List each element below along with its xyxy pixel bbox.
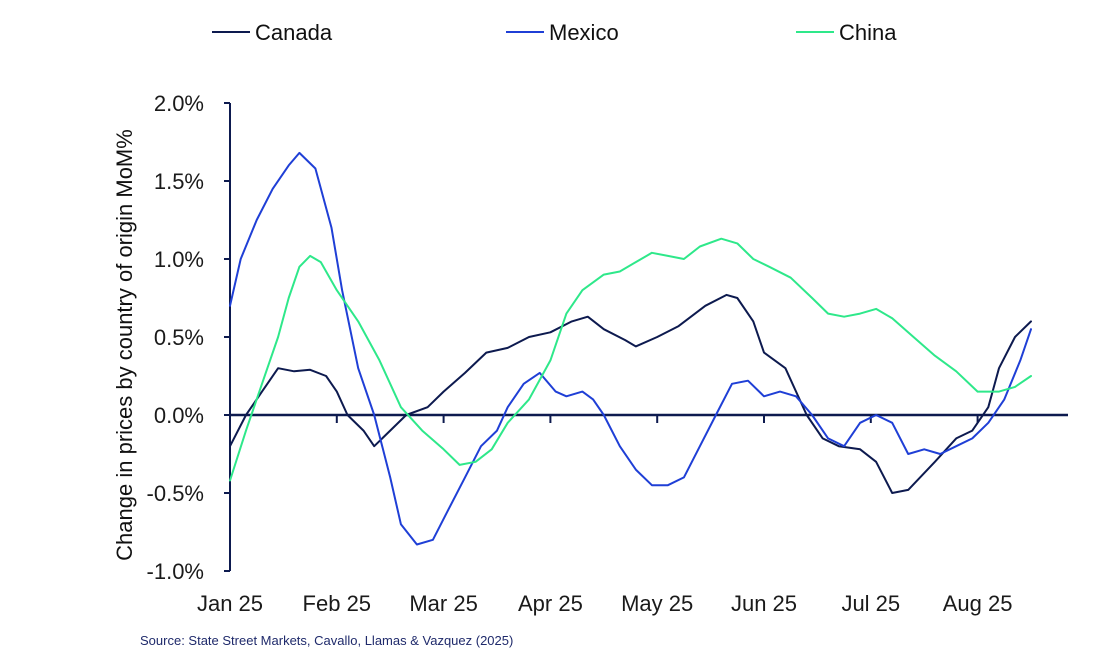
x-tick-label: Mar 25 bbox=[409, 591, 477, 616]
x-tick-label: May 25 bbox=[621, 591, 693, 616]
x-tick-label: Feb 25 bbox=[303, 591, 372, 616]
series-line-canada bbox=[229, 293, 1032, 494]
y-tick-label: -0.5% bbox=[147, 481, 204, 506]
legend-label-canada: Canada bbox=[255, 20, 333, 45]
y-tick-label: -1.0% bbox=[147, 559, 204, 584]
y-axis: 2.0% 1.5% 1.0% 0.5% 0.0% -0.5% -1.0% bbox=[147, 91, 231, 584]
legend-label-china: China bbox=[839, 20, 897, 45]
x-axis: Jan 25 Feb 25 Mar 25 Apr 25 May 25 Jun 25 Jul … bbox=[197, 413, 1068, 616]
y-tick-label: 2.0% bbox=[154, 91, 204, 116]
y-tick-label: 0.0% bbox=[154, 403, 204, 428]
y-tick-label: 1.0% bbox=[154, 247, 204, 272]
x-tick-label: Aug 25 bbox=[943, 591, 1013, 616]
series-line-mexico bbox=[229, 151, 1032, 546]
series-line-china bbox=[229, 237, 1032, 482]
source-note: Source: State Street Markets, Cavallo, L… bbox=[140, 633, 513, 648]
x-tick-label: Jul 25 bbox=[841, 591, 900, 616]
y-tick-label: 1.5% bbox=[154, 169, 204, 194]
x-tick-label: Apr 25 bbox=[518, 591, 583, 616]
y-tick-label: 0.5% bbox=[154, 325, 204, 350]
series-lines bbox=[229, 151, 1032, 546]
x-tick-label: Jan 25 bbox=[197, 591, 263, 616]
legend: Canada Mexico China bbox=[212, 20, 897, 45]
x-tick-label: Jun 25 bbox=[731, 591, 797, 616]
y-axis-title: Change in prices by country of origin Mo… bbox=[112, 129, 137, 561]
legend-label-mexico: Mexico bbox=[549, 20, 619, 45]
